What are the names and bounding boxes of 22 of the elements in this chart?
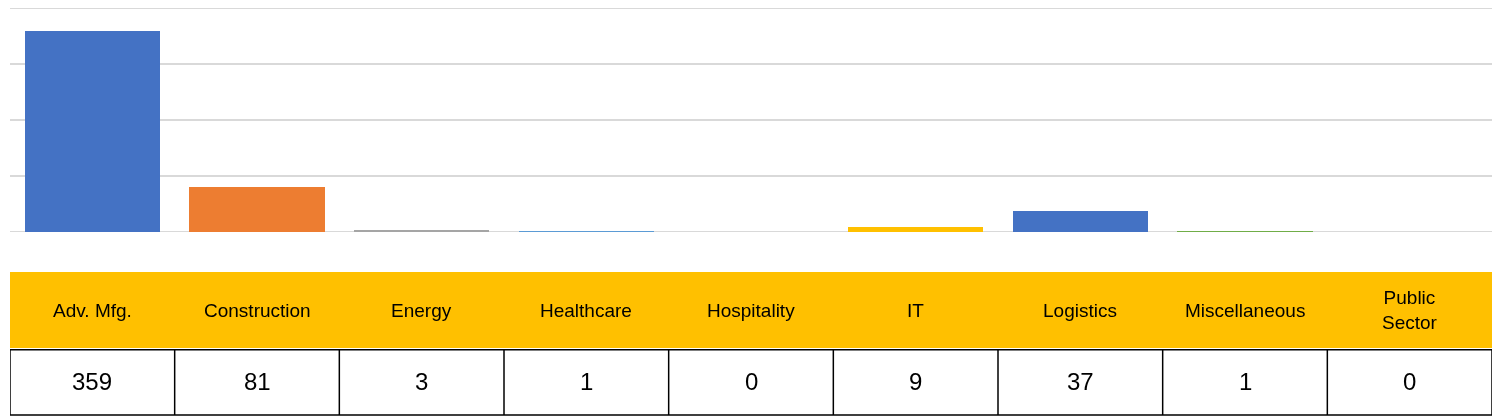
x-tick-label: Construction <box>204 300 311 321</box>
x-tick-label: Healthcare <box>540 300 632 321</box>
data-label: 0 <box>745 368 759 395</box>
x-tick-label: Miscellaneous <box>1185 300 1306 321</box>
bar <box>189 187 325 232</box>
data-label: 359 <box>72 368 113 395</box>
x-tick-label: Hospitality <box>707 300 796 321</box>
x-tick-label: IT <box>907 300 925 321</box>
data-label: 1 <box>1239 368 1253 395</box>
data-label: 9 <box>909 368 923 395</box>
x-tick-label: Energy <box>391 300 452 321</box>
data-label: 3 <box>415 368 429 395</box>
data-label: 1 <box>580 368 594 395</box>
x-tick-label: Adv. Mfg. <box>53 300 132 321</box>
bar <box>1013 211 1148 232</box>
x-tick-label: Public Sector <box>1382 287 1438 333</box>
data-label: 81 <box>244 368 271 395</box>
data-label: 37 <box>1067 368 1094 395</box>
x-tick-label: Logistics <box>1043 300 1117 321</box>
bar <box>25 31 160 232</box>
bar <box>848 227 983 232</box>
data-label: 0 <box>1403 368 1417 395</box>
